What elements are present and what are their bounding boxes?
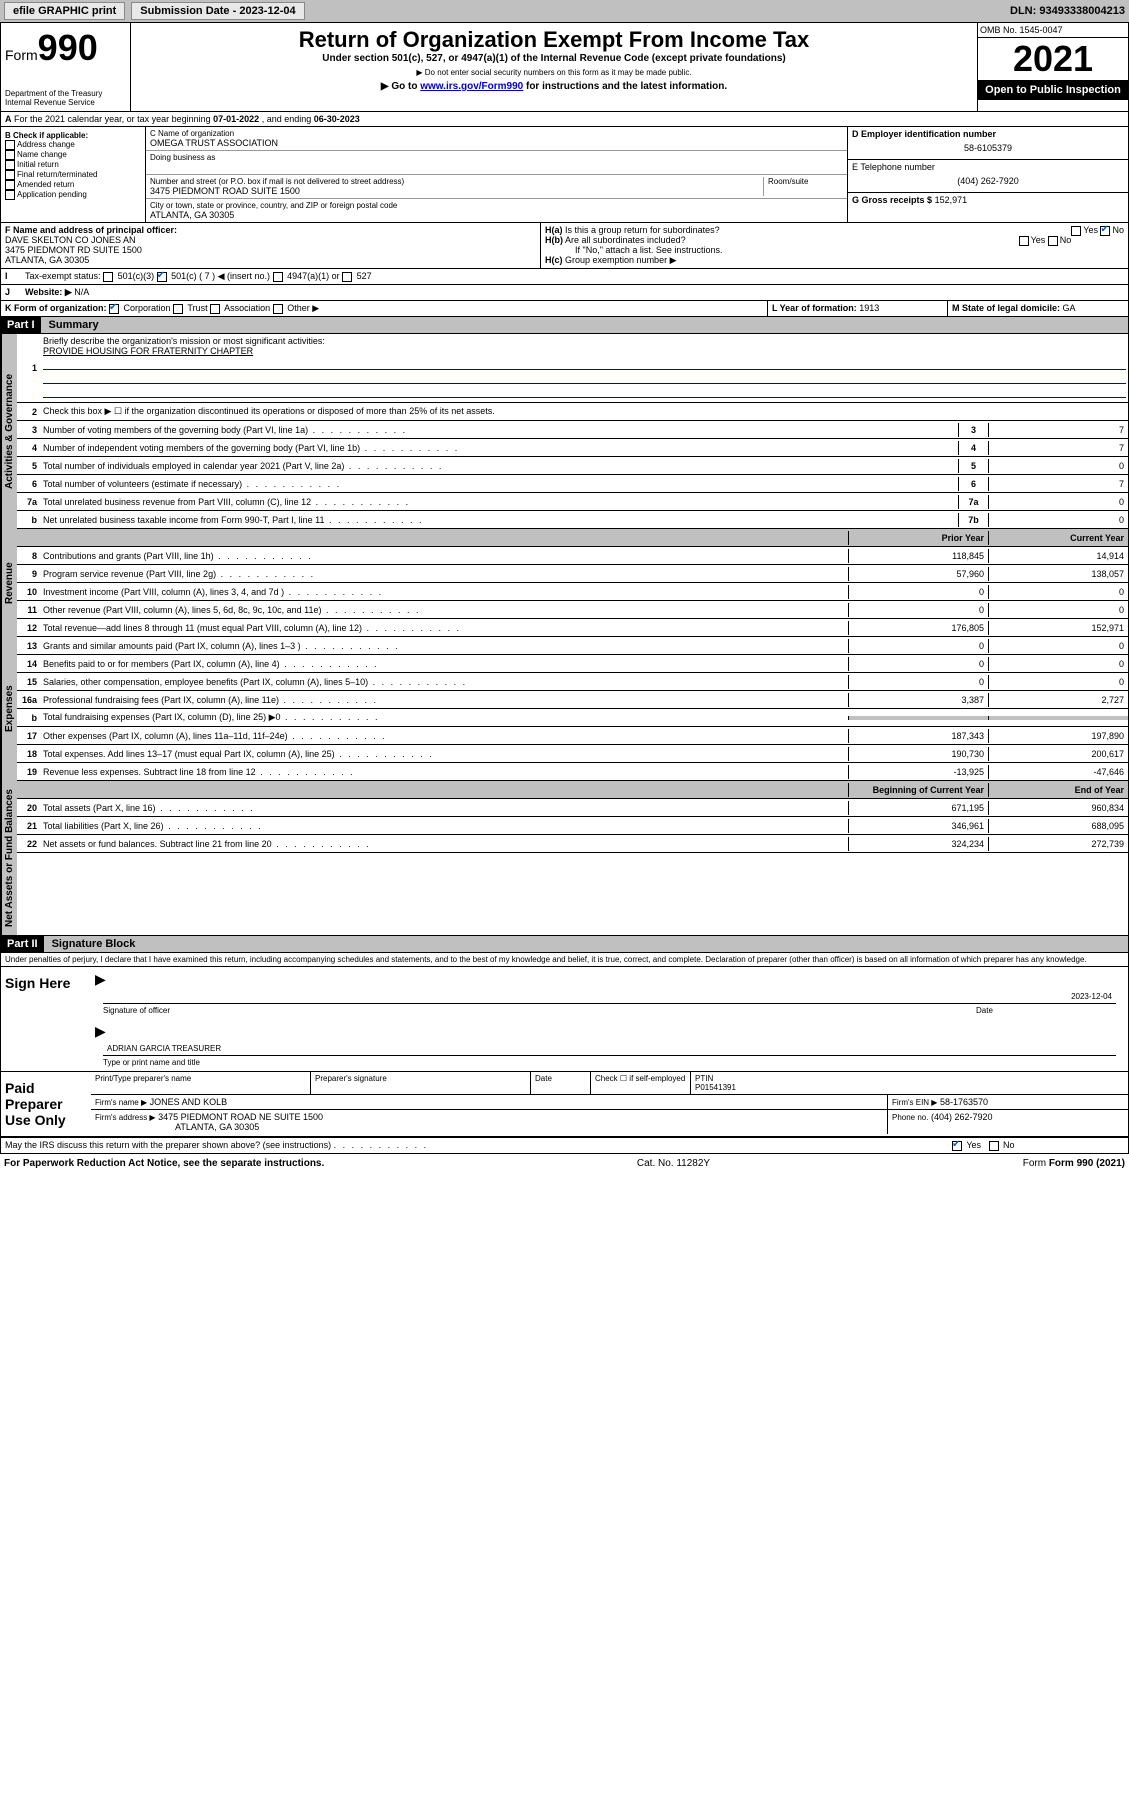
part2-header: Part II Signature Block bbox=[0, 936, 1129, 953]
form-sub3: ▶ Go to www.irs.gov/Form990 for instruct… bbox=[135, 81, 973, 92]
chk-initial[interactable] bbox=[5, 160, 15, 170]
table-row: 11Other revenue (Part VIII, column (A), … bbox=[17, 601, 1128, 619]
efile-label: efile GRAPHIC print bbox=[4, 2, 125, 20]
col-c: C Name of organization OMEGA TRUST ASSOC… bbox=[146, 127, 848, 222]
chk-assoc[interactable] bbox=[210, 304, 220, 314]
discuss-no[interactable] bbox=[989, 1141, 999, 1151]
omb-number: OMB No. 1545-0047 bbox=[978, 23, 1128, 38]
table-row: 7aTotal unrelated business revenue from … bbox=[17, 493, 1128, 511]
table-row: 14Benefits paid to or for members (Part … bbox=[17, 655, 1128, 673]
chk-amended[interactable] bbox=[5, 180, 15, 190]
tab-revenue: Revenue bbox=[1, 529, 17, 637]
tab-netassets: Net Assets or Fund Balances bbox=[1, 781, 17, 935]
line-a: A For the 2021 calendar year, or tax yea… bbox=[0, 112, 1129, 127]
ptin: P01541391 bbox=[695, 1083, 736, 1092]
table-row: 18Total expenses. Add lines 13–17 (must … bbox=[17, 745, 1128, 763]
chk-address[interactable] bbox=[5, 140, 15, 150]
chk-501c3[interactable] bbox=[103, 272, 113, 282]
col-deg: D Employer identification number 58-6105… bbox=[848, 127, 1128, 222]
table-row: 16aProfessional fundraising fees (Part I… bbox=[17, 691, 1128, 709]
chk-name[interactable] bbox=[5, 150, 15, 160]
line-j: J Website: ▶ N/A bbox=[0, 285, 1129, 301]
sign-here-block: Sign Here ▶ 2023-12-04 Signature of offi… bbox=[0, 967, 1129, 1138]
ha-yes[interactable] bbox=[1071, 226, 1081, 236]
line-i: I Tax-exempt status: 501(c)(3) 501(c) ( … bbox=[0, 269, 1129, 285]
ha-no[interactable] bbox=[1100, 226, 1110, 236]
col-b: B Check if applicable: Address change Na… bbox=[1, 127, 146, 222]
table-row: 15Salaries, other compensation, employee… bbox=[17, 673, 1128, 691]
submission-date: Submission Date - 2023-12-04 bbox=[131, 2, 304, 20]
table-row: 20Total assets (Part X, line 16)671,1959… bbox=[17, 799, 1128, 817]
firm-ein: 58-1763570 bbox=[940, 1097, 988, 1107]
table-row: 10Investment income (Part VIII, column (… bbox=[17, 583, 1128, 601]
form-header: Form990 Department of the Treasury Inter… bbox=[0, 22, 1129, 112]
form-sub2: ▶ Do not enter social security numbers o… bbox=[135, 68, 973, 77]
chk-527[interactable] bbox=[342, 272, 352, 282]
org-name: OMEGA TRUST ASSOCIATION bbox=[150, 138, 843, 148]
mission: PROVIDE HOUSING FOR FRATERNITY CHAPTER bbox=[43, 346, 253, 356]
phone: (404) 262-7920 bbox=[852, 172, 1124, 190]
hb-yes[interactable] bbox=[1019, 236, 1029, 246]
part1-header: Part I Summary bbox=[0, 317, 1129, 334]
tab-expenses: Expenses bbox=[1, 637, 17, 781]
table-row: 13Grants and similar amounts paid (Part … bbox=[17, 637, 1128, 655]
netassets-grid: Net Assets or Fund Balances Beginning of… bbox=[0, 781, 1129, 936]
section-bcd: B Check if applicable: Address change Na… bbox=[0, 127, 1129, 223]
form-sub1: Under section 501(c), 527, or 4947(a)(1)… bbox=[135, 53, 973, 64]
table-row: 9Program service revenue (Part VIII, lin… bbox=[17, 565, 1128, 583]
tax-year: 2021 bbox=[978, 38, 1128, 80]
form-number: Form990 bbox=[5, 27, 126, 69]
page-footer: For Paperwork Reduction Act Notice, see … bbox=[0, 1154, 1129, 1173]
governance-grid: Activities & Governance 1 Briefly descri… bbox=[0, 334, 1129, 529]
table-row: 6Total number of volunteers (estimate if… bbox=[17, 475, 1128, 493]
table-row: 3Number of voting members of the governi… bbox=[17, 421, 1128, 439]
revenue-grid: Revenue Prior Year Current Year 8Contrib… bbox=[0, 529, 1129, 637]
chk-final[interactable] bbox=[5, 170, 15, 180]
table-row: bNet unrelated business taxable income f… bbox=[17, 511, 1128, 529]
hb-no[interactable] bbox=[1048, 236, 1058, 246]
chk-trust[interactable] bbox=[173, 304, 183, 314]
form-title: Return of Organization Exempt From Incom… bbox=[135, 27, 973, 53]
table-row: 12Total revenue—add lines 8 through 11 (… bbox=[17, 619, 1128, 637]
chk-pending[interactable] bbox=[5, 190, 15, 200]
org-city: ATLANTA, GA 30305 bbox=[150, 210, 843, 220]
chk-other[interactable] bbox=[273, 304, 283, 314]
expenses-grid: Expenses 13Grants and similar amounts pa… bbox=[0, 637, 1129, 781]
gross-receipts: 152,971 bbox=[935, 195, 968, 205]
table-row: 4Number of independent voting members of… bbox=[17, 439, 1128, 457]
dept-treasury: Department of the Treasury bbox=[5, 89, 126, 98]
irs-link[interactable]: www.irs.gov/Form990 bbox=[420, 81, 523, 92]
ein: 58-6105379 bbox=[852, 139, 1124, 157]
table-row: 17Other expenses (Part IX, column (A), l… bbox=[17, 727, 1128, 745]
table-row: 19Revenue less expenses. Subtract line 1… bbox=[17, 763, 1128, 781]
irs: Internal Revenue Service bbox=[5, 98, 126, 107]
officer-name: ADRIAN GARCIA TREASURER bbox=[107, 1044, 221, 1053]
chk-501c[interactable] bbox=[157, 272, 167, 282]
table-row: 8Contributions and grants (Part VIII, li… bbox=[17, 547, 1128, 565]
table-row: bTotal fundraising expenses (Part IX, co… bbox=[17, 709, 1128, 727]
firm-name: JONES AND KOLB bbox=[150, 1097, 228, 1107]
chk-4947[interactable] bbox=[273, 272, 283, 282]
dln: DLN: 93493338004213 bbox=[1010, 5, 1125, 17]
discuss-yes[interactable] bbox=[952, 1141, 962, 1151]
section-fh: F Name and address of principal officer:… bbox=[0, 223, 1129, 269]
table-row: 5Total number of individuals employed in… bbox=[17, 457, 1128, 475]
perjury-declaration: Under penalties of perjury, I declare th… bbox=[1, 953, 1091, 966]
tab-governance: Activities & Governance bbox=[1, 334, 17, 529]
chk-corp[interactable] bbox=[109, 304, 119, 314]
line-klm: K Form of organization: Corporation Trus… bbox=[0, 301, 1129, 317]
table-row: 22Net assets or fund balances. Subtract … bbox=[17, 835, 1128, 853]
table-row: 21Total liabilities (Part X, line 26)346… bbox=[17, 817, 1128, 835]
efile-topbar: efile GRAPHIC print Submission Date - 20… bbox=[0, 0, 1129, 22]
open-public: Open to Public Inspection bbox=[978, 80, 1128, 100]
org-street: 3475 PIEDMONT ROAD SUITE 1500 bbox=[150, 186, 763, 196]
